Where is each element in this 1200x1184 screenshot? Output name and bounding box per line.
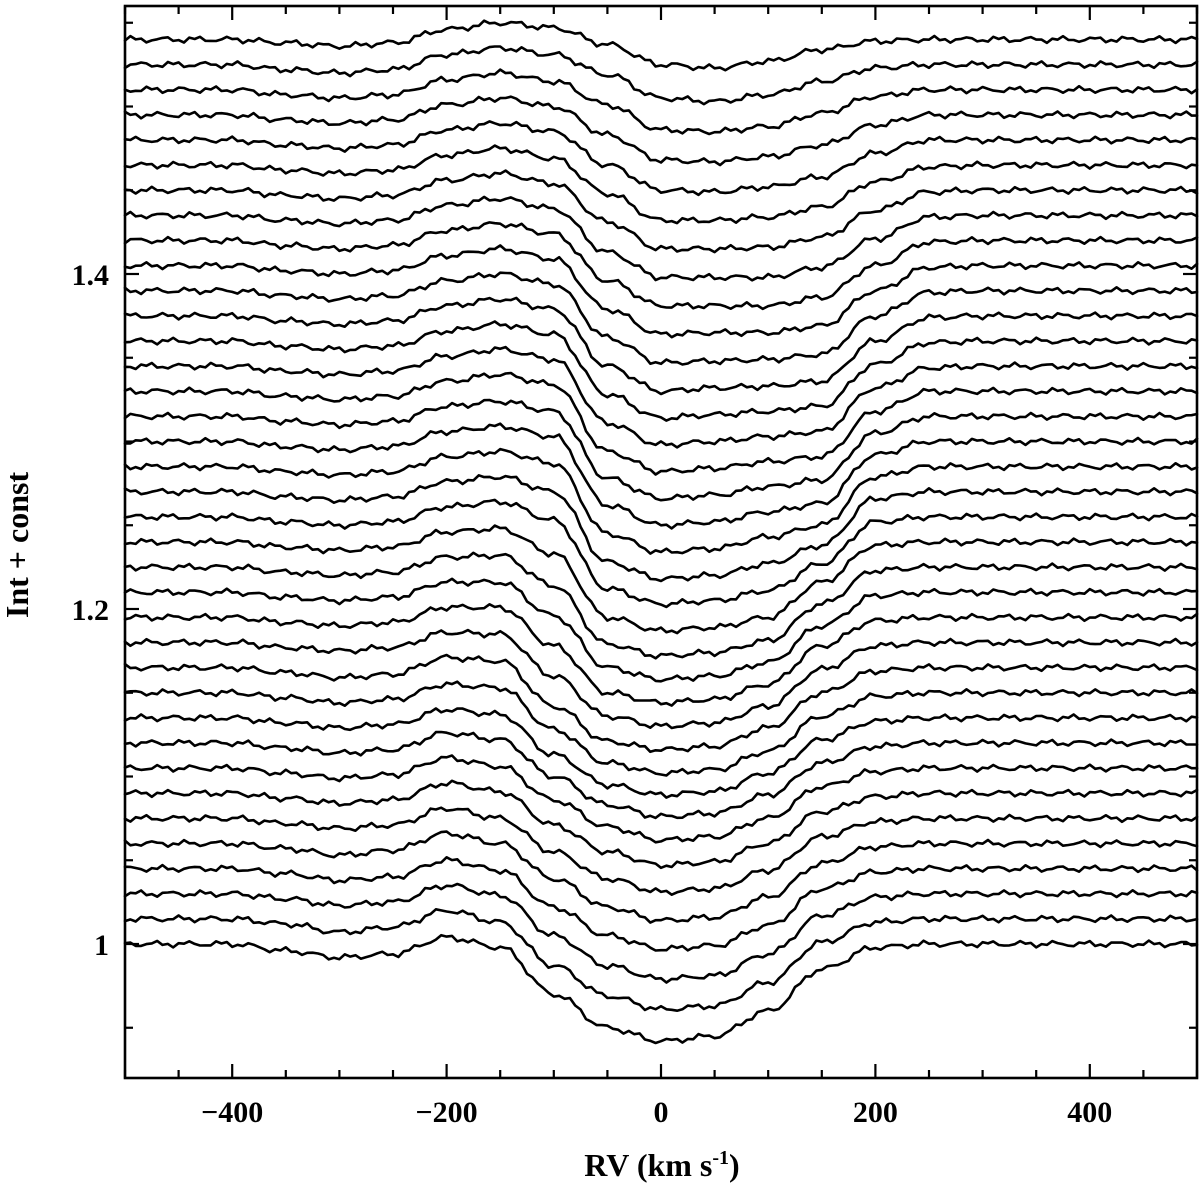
y-tick-label: 1.4	[72, 259, 110, 292]
profile-line	[123, 296, 1199, 396]
y-tick-label: 1	[94, 929, 109, 962]
profile-line	[123, 144, 1199, 225]
profile-line	[123, 45, 1199, 106]
profile-line	[123, 730, 1199, 820]
y-axis-title: Int + const	[0, 472, 35, 619]
profile-line	[123, 707, 1199, 799]
profile-line	[123, 551, 1199, 660]
profile-line	[123, 195, 1199, 282]
profile-line	[123, 398, 1199, 502]
profile-line	[123, 882, 1199, 984]
profile-line	[123, 221, 1199, 311]
profile-line	[123, 95, 1199, 167]
profile-line	[123, 473, 1199, 583]
profile-line	[123, 653, 1199, 754]
x-tick-label: −400	[201, 1096, 263, 1129]
x-axis-title: RV (km s-1)	[584, 1147, 739, 1183]
profile-series-group	[123, 19, 1199, 1045]
profile-line	[123, 345, 1199, 449]
x-tick-label: 400	[1067, 1096, 1112, 1129]
profile-line	[123, 754, 1199, 844]
profile-line	[123, 628, 1199, 730]
profile-line	[123, 680, 1199, 777]
profile-line	[123, 447, 1199, 555]
axis-ticks	[123, 6, 1199, 1078]
profile-line	[123, 271, 1199, 366]
profile-line	[123, 320, 1199, 422]
profile-line	[123, 830, 1199, 924]
profile-line	[123, 524, 1199, 635]
profile-line	[123, 779, 1199, 870]
profile-line	[123, 244, 1199, 339]
profile-line	[123, 855, 1199, 952]
profile-line	[123, 907, 1199, 1013]
x-tick-label: 200	[853, 1096, 898, 1129]
x-tick-label: 0	[654, 1096, 669, 1129]
x-tick-label: −200	[416, 1096, 478, 1129]
profile-line	[123, 169, 1199, 254]
profile-line	[123, 68, 1199, 136]
profile-line	[123, 933, 1199, 1045]
profile-line	[123, 498, 1199, 609]
profile-line	[123, 577, 1199, 683]
tick-labels: −400 −200 0 200 400 1 1.2 1.4	[72, 259, 1113, 1129]
y-tick-label: 1.2	[72, 594, 110, 627]
profile-line	[123, 19, 1199, 72]
profile-line	[123, 806, 1199, 897]
profile-line	[123, 371, 1199, 476]
profile-line	[123, 602, 1199, 707]
profile-line	[123, 120, 1199, 197]
profile-line	[123, 422, 1199, 530]
